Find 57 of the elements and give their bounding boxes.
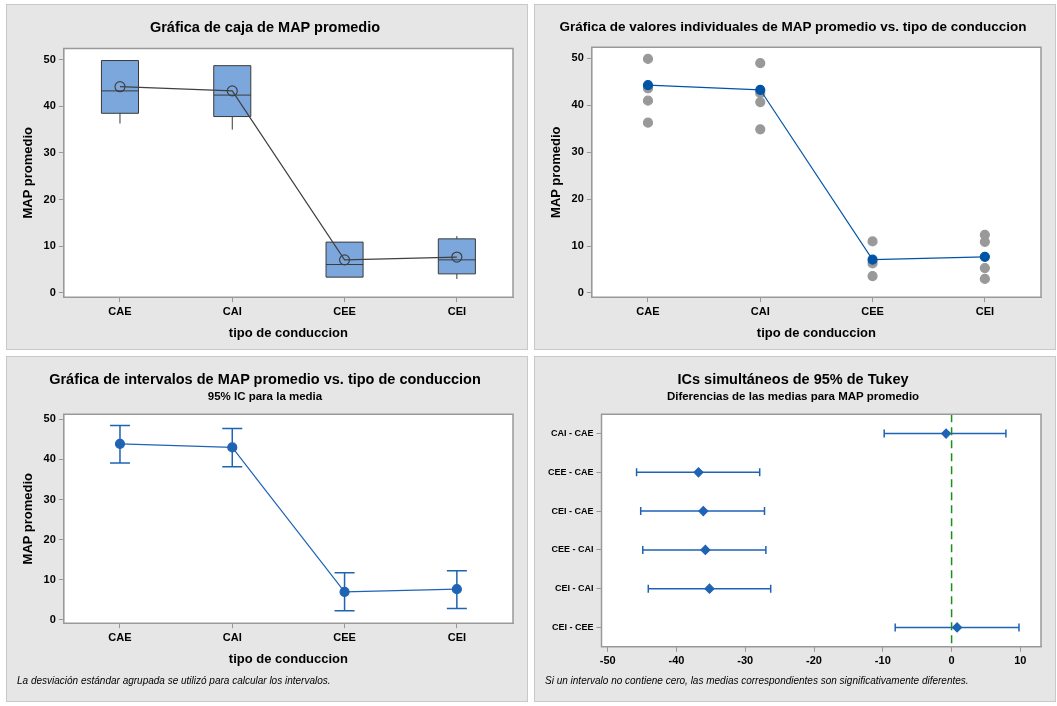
y-tick-label: 30 — [43, 492, 56, 505]
y-tick-label: 10 — [43, 239, 56, 252]
x-axis-title: tipo de conduccion — [756, 324, 877, 340]
x-tick-label: CEI — [975, 304, 995, 317]
y-tick-label: 20 — [571, 192, 584, 205]
x-tick-label: CAI — [222, 630, 242, 643]
x-tick-label: CAI — [750, 304, 770, 317]
y-tick-label: 50 — [43, 52, 56, 65]
x-tick-label: CEE — [861, 304, 884, 317]
chart-title: ICs simultáneos de 95% de Tukey — [677, 370, 909, 387]
x-tick-label: CEE — [333, 304, 356, 317]
y-tick-label: 30 — [43, 145, 56, 158]
x-tick-label: CAE — [108, 630, 132, 643]
y-tick-label: CEI - CEE — [551, 621, 594, 632]
y-tick-label: 30 — [571, 145, 584, 158]
text: Si un intervalo no contiene cero, las medias correspondientes son significativamente diferentes. — [544, 675, 970, 687]
x-tick-label: -40 — [668, 654, 685, 667]
x-axis-title: tipo de conduccion — [228, 324, 349, 340]
chart-subtitle: 95% IC para la media — [207, 390, 323, 403]
x-tick-label: CAE — [636, 304, 660, 317]
y-axis-title: MAP promedio — [548, 126, 564, 218]
y-tick-label: CEI - CAI — [554, 583, 594, 594]
chart-subtitle: Diferencias de las medias para MAP promedio — [666, 390, 920, 403]
text: La desviación estándar agrupada se utilizó para calcular los intervalos. — [16, 675, 332, 687]
x-tick-label: 0 — [948, 654, 955, 667]
chart-title: Gráfica de intervalos de MAP promedio vs. tipo de conduccion — [49, 370, 481, 387]
y-tick-label: 10 — [571, 239, 584, 252]
x-tick-label: CEE — [333, 630, 356, 643]
y-tick-label: 0 — [49, 286, 56, 299]
x-tick-label: 10 — [1014, 654, 1027, 667]
x-axis-title: tipo de conduccion — [228, 650, 349, 666]
y-tick-label: 40 — [43, 452, 56, 465]
x-tick-label: -20 — [806, 654, 822, 667]
y-tick-label: 40 — [571, 98, 584, 111]
x-tick-label: -10 — [874, 654, 891, 667]
y-tick-label: CEE - CAI — [551, 544, 594, 555]
y-tick-label: 0 — [49, 612, 56, 625]
x-tick-label: -50 — [599, 654, 616, 667]
y-tick-label: 50 — [571, 51, 584, 64]
x-tick-label: CEI — [447, 304, 467, 317]
y-tick-label: 20 — [43, 192, 56, 205]
y-tick-label: 40 — [43, 99, 56, 112]
x-tick-label: -30 — [737, 654, 754, 667]
x-tick-label: CAI — [222, 304, 242, 317]
x-tick-label: CEI — [447, 630, 467, 643]
y-tick-label: CEE - CAE — [547, 466, 594, 477]
chart-title: Gráfica de valores individuales de MAP promedio vs. tipo de conduccion — [559, 18, 1027, 34]
y-tick-label: 50 — [43, 412, 56, 425]
chart-title: Gráfica de caja de MAP promedio — [149, 18, 381, 35]
y-tick-label: 0 — [577, 286, 584, 299]
y-tick-label: CAI - CAE — [551, 428, 594, 439]
x-tick-label: CAE — [108, 304, 132, 317]
y-axis-title: MAP promedio — [20, 127, 36, 219]
y-tick-label: 10 — [43, 572, 56, 585]
y-axis-title: MAP promedio — [20, 472, 36, 565]
y-tick-label: 20 — [43, 532, 56, 545]
y-tick-label: CEI - CAE — [551, 505, 594, 516]
